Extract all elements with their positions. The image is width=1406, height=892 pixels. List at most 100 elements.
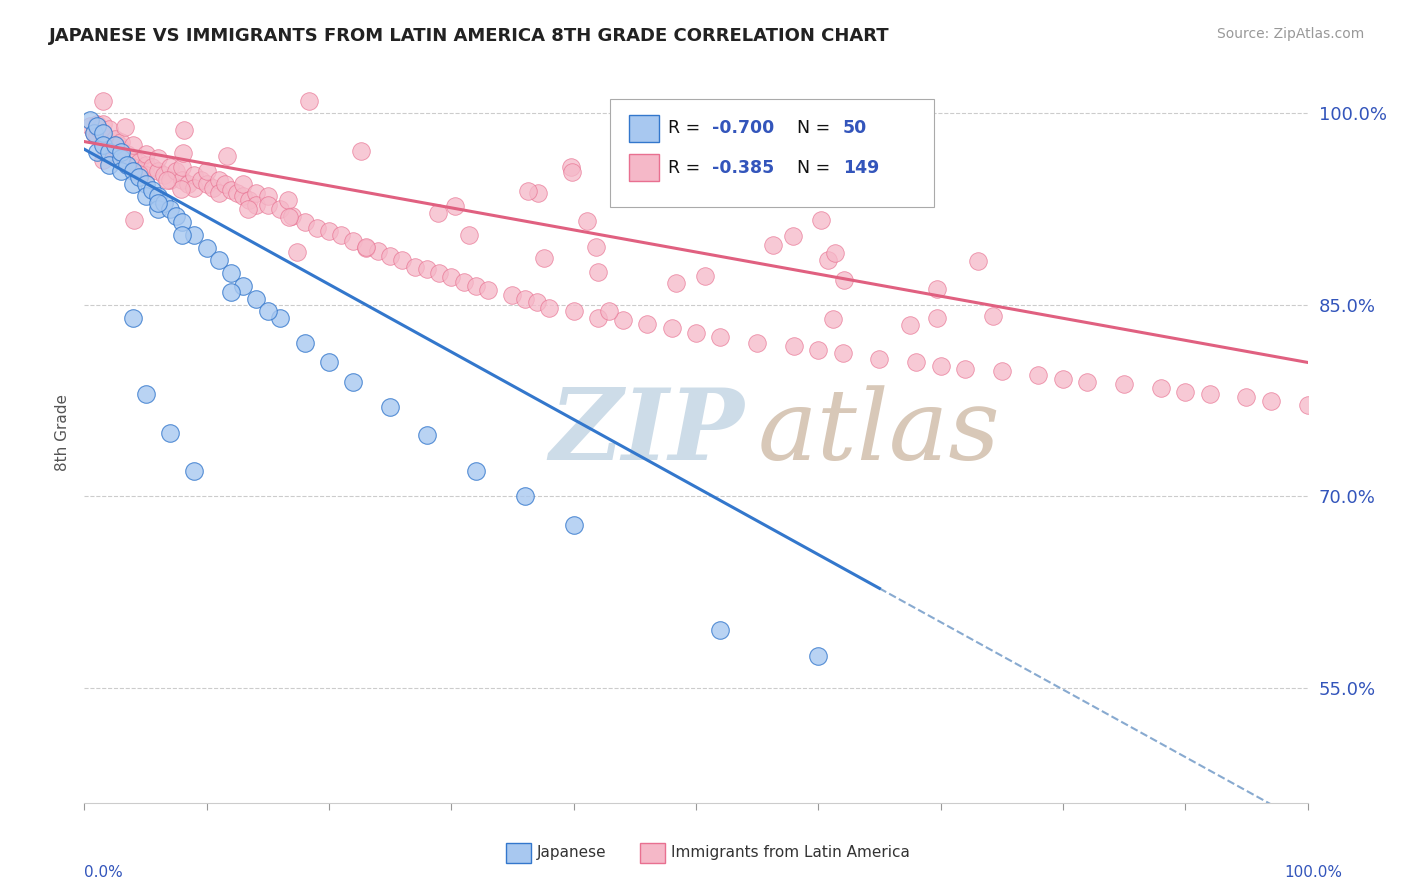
Point	[122, 164, 145, 178]
Point	[122, 160, 145, 174]
Point	[146, 164, 169, 178]
Point	[170, 181, 193, 195]
Point	[330, 227, 353, 242]
Point	[110, 145, 132, 159]
Text: -0.700: -0.700	[711, 120, 775, 137]
Point	[226, 186, 249, 200]
Point	[953, 361, 976, 376]
Point	[208, 186, 231, 200]
Point	[135, 177, 157, 191]
Point	[201, 180, 224, 194]
Point	[294, 336, 316, 351]
Point	[141, 160, 163, 174]
Point	[135, 387, 157, 401]
Point	[238, 202, 260, 216]
Text: N =: N =	[797, 120, 837, 137]
Point	[835, 161, 858, 175]
Point	[172, 173, 194, 187]
Point	[709, 330, 731, 344]
Point	[257, 198, 280, 212]
Point	[427, 266, 450, 280]
Point	[146, 202, 169, 217]
Point	[153, 195, 176, 210]
Point	[115, 147, 138, 161]
Point	[967, 254, 990, 268]
Point	[122, 138, 145, 153]
Point	[219, 266, 242, 280]
Point	[817, 253, 839, 268]
Point	[513, 292, 536, 306]
Point	[245, 186, 267, 200]
Text: R =: R =	[668, 120, 706, 137]
Point	[807, 648, 830, 663]
Point	[165, 209, 187, 223]
Point	[86, 129, 108, 144]
Point	[232, 189, 254, 203]
Point	[598, 304, 620, 318]
Point	[695, 269, 717, 284]
Point	[79, 112, 101, 127]
Point	[219, 183, 242, 197]
Point	[354, 240, 377, 255]
Point	[391, 253, 413, 268]
Point	[114, 120, 136, 134]
Point	[458, 228, 481, 243]
Point	[538, 301, 561, 315]
Point	[416, 262, 439, 277]
Point	[477, 283, 499, 297]
Point	[285, 245, 308, 260]
Point	[318, 224, 340, 238]
Point	[97, 121, 120, 136]
Point	[173, 123, 195, 137]
Point	[783, 339, 806, 353]
Point	[427, 205, 450, 219]
Point	[97, 138, 120, 153]
Text: R =: R =	[668, 159, 706, 177]
Point	[1150, 381, 1173, 395]
Point	[195, 177, 218, 191]
Point	[86, 145, 108, 159]
Point	[824, 246, 846, 260]
Text: N =: N =	[797, 159, 837, 177]
Point	[115, 157, 138, 171]
Point	[97, 145, 120, 159]
Y-axis label: 8th Grade: 8th Grade	[55, 394, 70, 471]
Point	[122, 151, 145, 165]
Point	[832, 273, 855, 287]
Point	[183, 227, 205, 242]
Point	[172, 146, 194, 161]
Point	[128, 155, 150, 169]
Point	[110, 151, 132, 165]
Point	[83, 126, 105, 140]
Point	[110, 164, 132, 178]
Point	[277, 194, 299, 208]
Point	[562, 304, 585, 318]
Text: atlas: atlas	[758, 385, 1000, 480]
Point	[83, 126, 105, 140]
Point	[1260, 393, 1282, 408]
Point	[685, 326, 707, 340]
Point	[91, 135, 114, 149]
Point	[661, 321, 683, 335]
Point	[159, 173, 181, 187]
Point	[195, 240, 218, 255]
Point	[612, 313, 634, 327]
Point	[190, 173, 212, 187]
Point	[440, 269, 463, 284]
Text: Japanese: Japanese	[537, 846, 607, 860]
Point	[1114, 377, 1136, 392]
Point	[1174, 384, 1197, 399]
Point	[110, 151, 132, 165]
Point	[526, 295, 548, 310]
Point	[294, 215, 316, 229]
Point	[367, 244, 389, 259]
Point	[124, 212, 146, 227]
Point	[1052, 372, 1074, 386]
Point	[257, 189, 280, 203]
FancyBboxPatch shape	[628, 154, 659, 181]
Point	[1198, 387, 1220, 401]
Point	[502, 287, 524, 301]
Point	[298, 94, 321, 108]
Point	[238, 194, 260, 208]
Point	[135, 157, 157, 171]
